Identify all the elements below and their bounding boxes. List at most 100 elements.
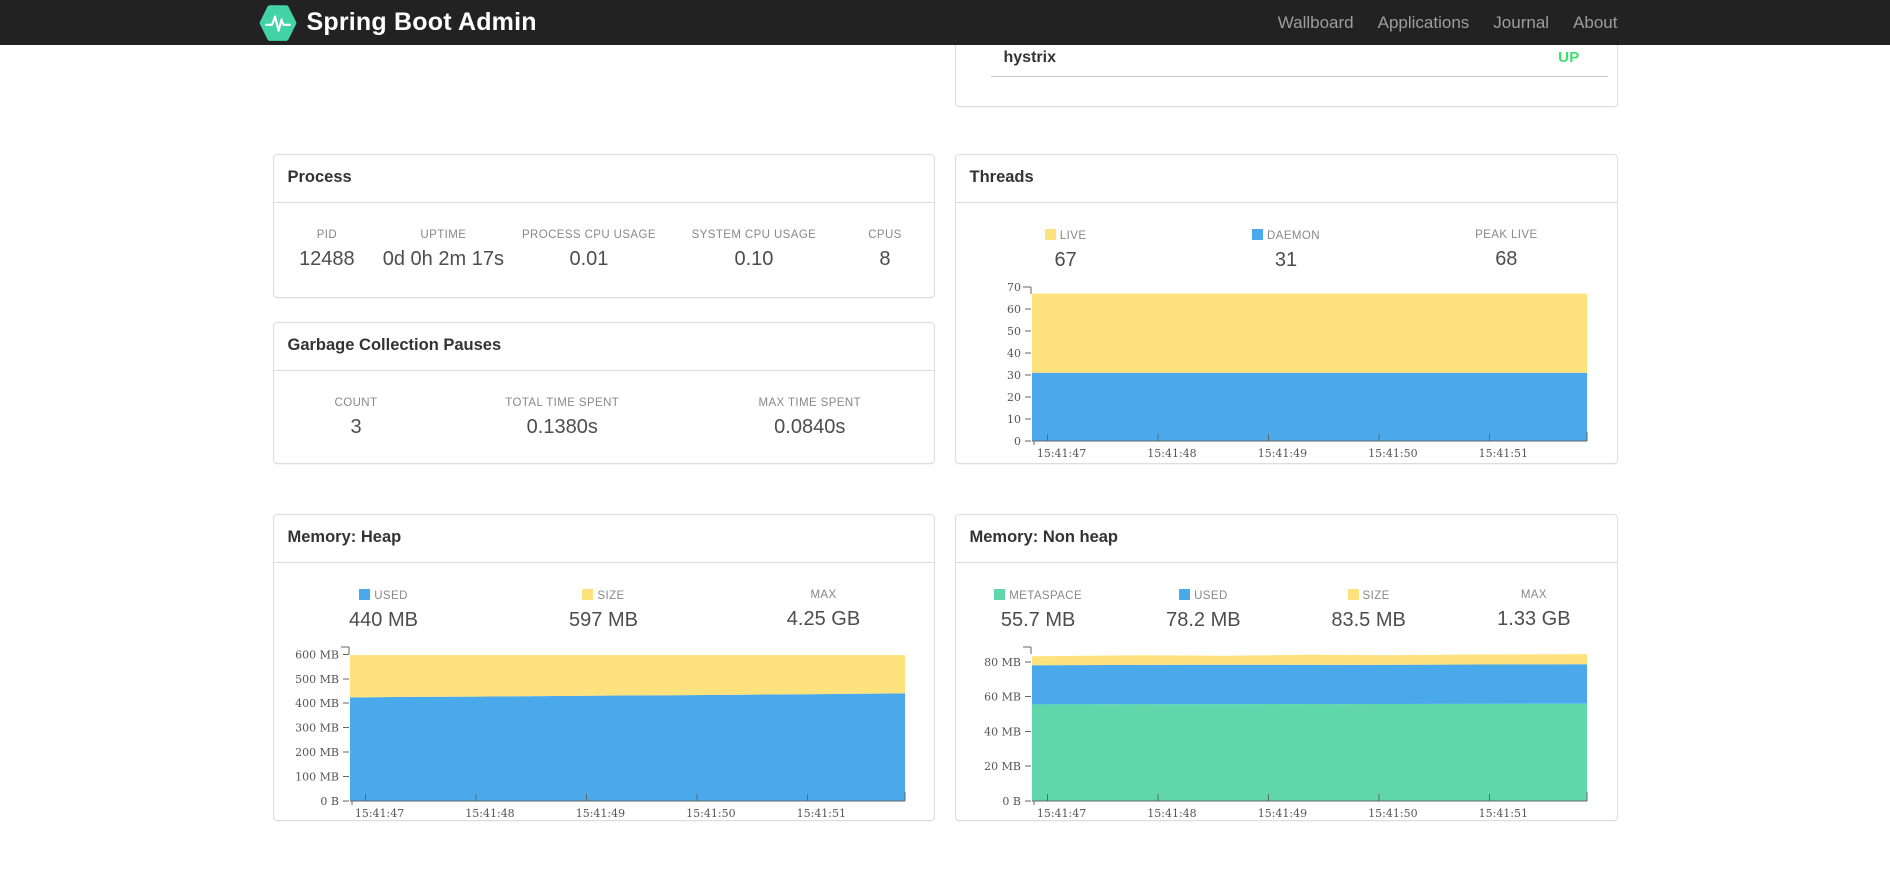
svg-text:200 MB: 200 MB	[295, 746, 339, 759]
svg-text:15:41:51: 15:41:51	[1478, 807, 1527, 820]
metric-threads-daemon: DAEMON 31	[1176, 229, 1396, 272]
application-row[interactable]: hystrix UP	[991, 39, 1608, 76]
svg-text:15:41:48: 15:41:48	[465, 807, 514, 820]
page-content: Process PID 12488 UPTIME 0d 0h 2m 17s PR…	[272, 7, 1618, 821]
garbage-collection-card-title: Garbage Collection Pauses	[273, 323, 934, 371]
metric-value: 1.33 GB	[1497, 608, 1571, 630]
svg-text:15:41:48: 15:41:48	[1147, 447, 1196, 460]
nav-link-journal[interactable]: Journal	[1493, 12, 1550, 32]
metric-value: 55.7 MB	[1000, 609, 1076, 631]
threads-card-title: Threads	[955, 155, 1617, 203]
gc-metrics: COUNT 3 TOTAL TIME SPENT 0.1380s MAX TIM…	[274, 397, 934, 439]
metric-threads-peak-live: PEAK LIVE 68	[1396, 229, 1616, 272]
metric-label: CPUS	[868, 229, 902, 241]
metric-label: MAX	[810, 589, 837, 601]
brand-title: Spring Boot Admin	[306, 8, 537, 36]
metric-label: PROCESS CPU USAGE	[521, 229, 656, 241]
metric-uptime: UPTIME 0d 0h 2m 17s	[380, 229, 506, 271]
svg-text:600 MB: 600 MB	[295, 648, 339, 661]
metric-gc-total-time: TOTAL TIME SPENT 0.1380s	[439, 397, 687, 439]
svg-text:15:41:51: 15:41:51	[796, 807, 845, 820]
metric-label: USED	[1121, 589, 1286, 602]
metric-pid: PID 12488	[274, 229, 381, 271]
svg-text:20 MB: 20 MB	[984, 760, 1021, 773]
legend-swatch-live	[1044, 229, 1056, 240]
brand[interactable]: Spring Boot Admin	[259, 4, 537, 42]
threads-chart: 0 10 20 30 40 50 60 70 15:41:47 15:41:48 15:41:49 1…	[971, 281, 1602, 461]
svg-text:15:41:47: 15:41:47	[354, 807, 403, 820]
heap-metrics: USED 440 MB SIZE 597 MB MAX 4.25 GB	[274, 589, 934, 632]
metric-value: 597 MB	[569, 609, 638, 631]
brand-logo-icon	[259, 4, 296, 41]
metric-value: 4.25 GB	[786, 608, 861, 630]
threads-card: Threads LIVE 67 DAEMON 31 PEAK LIVE 68	[954, 154, 1618, 464]
metric-label: PID	[316, 229, 338, 241]
svg-text:500 MB: 500 MB	[295, 673, 339, 686]
metric-value: 83.5 MB	[1331, 609, 1406, 631]
metric-gc-count: COUNT 3	[274, 397, 439, 439]
metric-label: METASPACE	[956, 589, 1121, 602]
svg-text:70: 70	[1007, 283, 1021, 294]
metric-label: SYSTEM CPU USAGE	[691, 229, 817, 241]
svg-text:0 B: 0 B	[320, 795, 339, 808]
metric-label: UPTIME	[420, 229, 467, 241]
svg-text:20: 20	[1007, 391, 1021, 404]
metric-label: PEAK LIVE	[1475, 229, 1538, 241]
application-name[interactable]: hystrix	[1003, 48, 1056, 66]
metric-value: 0.10	[734, 248, 774, 270]
svg-text:15:41:51: 15:41:51	[1478, 447, 1527, 460]
svg-text:60 MB: 60 MB	[984, 691, 1021, 704]
svg-text:40: 40	[1007, 347, 1021, 360]
dashboard-container: Process PID 12488 UPTIME 0d 0h 2m 17s PR…	[272, 7, 1618, 821]
svg-text:40 MB: 40 MB	[984, 725, 1021, 738]
metric-value: 67	[1054, 249, 1077, 271]
metric-value: 68	[1495, 248, 1518, 270]
metric-value: 8	[879, 248, 891, 270]
nav-link-wallboard[interactable]: Wallboard	[1277, 12, 1354, 32]
memory-nonheap-card-title: Memory: Non heap	[955, 515, 1617, 563]
metric-value: 78.2 MB	[1166, 609, 1241, 631]
svg-text:15:41:47: 15:41:47	[1036, 447, 1085, 460]
memory-heap-chart: 0 B 100 MB 200 MB 300 MB 400 MB 500 MB 600 MB 1…	[289, 643, 919, 820]
nav-link-about[interactable]: About	[1573, 12, 1618, 32]
metric-value: 0.01	[569, 248, 609, 270]
metric-system-cpu-usage: SYSTEM CPU USAGE 0.10	[671, 229, 836, 271]
metric-process-cpu-usage: PROCESS CPU USAGE 0.01	[506, 229, 671, 271]
metric-value: 31	[1274, 249, 1298, 271]
metric-label: MAX	[1520, 589, 1547, 601]
svg-text:15:41:50: 15:41:50	[1368, 807, 1417, 820]
svg-text:400 MB: 400 MB	[295, 697, 339, 710]
navbar: Spring Boot Admin Wallboard Applications…	[0, 0, 1890, 45]
memory-heap-card-title: Memory: Heap	[273, 515, 934, 563]
svg-text:50: 50	[1007, 325, 1021, 338]
left-column: Process PID 12488 UPTIME 0d 0h 2m 17s PR…	[272, 45, 935, 821]
metric-value: 3	[350, 416, 362, 438]
metric-label: DAEMON	[1176, 229, 1396, 242]
nav-links: Wallboard Applications Journal About	[1266, 13, 1618, 33]
metric-label: USED	[274, 589, 494, 602]
metric-label: MAX TIME SPENT	[758, 397, 861, 409]
nav-link-applications[interactable]: Applications	[1377, 12, 1470, 32]
svg-text:15:41:49: 15:41:49	[1257, 447, 1306, 460]
metric-heap-max: MAX 4.25 GB	[714, 589, 934, 632]
metric-label: TOTAL TIME SPENT	[505, 397, 620, 409]
metric-nonheap-used: USED 78.2 MB	[1121, 589, 1286, 632]
memory-nonheap-card: Memory: Non heap METASPACE 55.7 MB USED …	[954, 514, 1618, 821]
metric-gc-max-time: MAX TIME SPENT 0.0840s	[686, 397, 934, 439]
svg-text:15:41:50: 15:41:50	[1368, 447, 1417, 460]
svg-text:15:41:47: 15:41:47	[1036, 807, 1085, 820]
right-column: hystrix UP Threads LIVE 67 DAEMON 31	[954, 7, 1618, 821]
legend-swatch-size	[582, 589, 594, 600]
legend-swatch-size	[1347, 589, 1359, 600]
svg-text:100 MB: 100 MB	[295, 771, 339, 784]
process-card-title: Process	[273, 155, 934, 203]
metric-value: 440 MB	[349, 609, 418, 631]
legend-swatch-daemon	[1252, 229, 1264, 240]
metric-value: 0.0840s	[774, 416, 846, 438]
process-metrics: PID 12488 UPTIME 0d 0h 2m 17s PROCESS CP…	[274, 229, 934, 271]
metric-heap-size: SIZE 597 MB	[494, 589, 714, 632]
metric-nonheap-max: MAX 1.33 GB	[1451, 589, 1616, 632]
svg-text:80 MB: 80 MB	[984, 656, 1021, 669]
memory-nonheap-chart: 0 B 20 MB 40 MB 60 MB 80 MB 15:41:47 15:41:48 1…	[971, 643, 1602, 820]
svg-text:10: 10	[1007, 413, 1021, 426]
